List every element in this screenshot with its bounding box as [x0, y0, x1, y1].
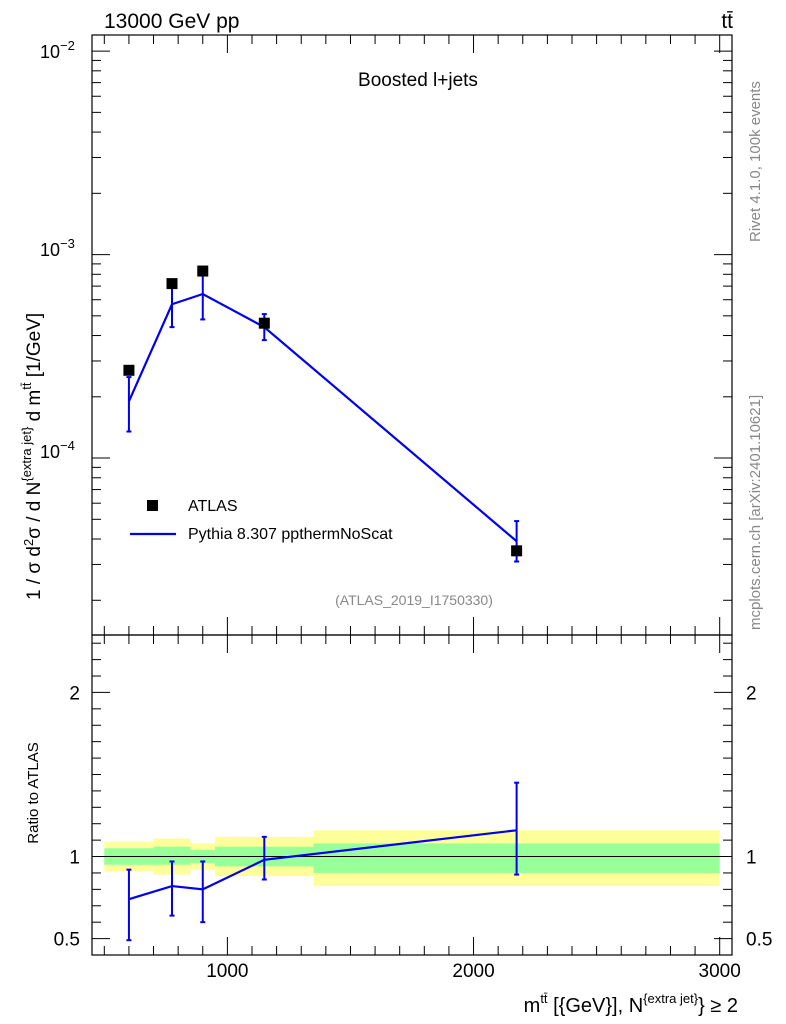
atlas-point [123, 364, 135, 376]
analysis-label: (ATLAS_2019_I1750330) [335, 592, 493, 608]
atlas-point [258, 317, 270, 329]
xtick-label: 3000 [699, 961, 741, 982]
legend-atlas-marker [147, 500, 158, 511]
ratio-ytick-label: 0.5 [54, 930, 80, 951]
main-frame [91, 34, 733, 636]
ratio-plot: 0.5 0.5 1 1 2 2 1000 2000 3000 Ratio to ATLAS mt… [25, 634, 772, 1017]
legend-atlas-label: ATLAS [188, 498, 238, 515]
source-label: mcplots.cern.ch [arXiv:2401.10621] [747, 395, 764, 630]
ratio-band-inner [153, 846, 191, 865]
ratio-ytick-label-right: 2 [746, 683, 757, 704]
xtick-label: 1000 [206, 961, 248, 982]
atlas-point [166, 278, 178, 290]
main-plot: Boosted l+jets (ATLAS_2019_I1750330) 10−… [19, 34, 733, 636]
xtick-label: 2000 [452, 961, 494, 982]
ratio-ytick-label: 2 [69, 683, 80, 704]
legend-pythia-label: Pythia 8.307 ppthermNoScat [188, 526, 393, 543]
ratio-pythia-line [128, 829, 517, 901]
ratio-frame [91, 634, 733, 956]
pythia-line [127, 292, 518, 543]
energy-label: 13000 GeV pp [104, 10, 239, 33]
process-label: tt̄ [721, 10, 733, 33]
ytick-label-1e-2: 10−2 [40, 38, 75, 62]
xlabel: mtt̄ [{GeV}], N{extra jet}} ≥ 2 [524, 991, 738, 1017]
atlas-point [511, 545, 523, 557]
ratio-ytick-label-right: 1 [746, 848, 757, 869]
ratio-ytick-label-right: 0.5 [746, 930, 772, 951]
plot-title: Boosted l+jets [358, 70, 478, 91]
ytick-label-1e-4: 10−4 [40, 438, 75, 462]
ratio-ylabel: Ratio to ATLAS [25, 742, 42, 843]
atlas-point [197, 265, 209, 277]
ytick-label-1e-3: 10−3 [40, 236, 75, 260]
main-ylabel: 1 / σ d2σ / d N{extra jet} d mtt̄ [1/GeV… [19, 313, 45, 600]
ratio-ytick-label: 1 [69, 848, 80, 869]
rivet-label: Rivet 4.1.0, 100k events [747, 81, 764, 242]
